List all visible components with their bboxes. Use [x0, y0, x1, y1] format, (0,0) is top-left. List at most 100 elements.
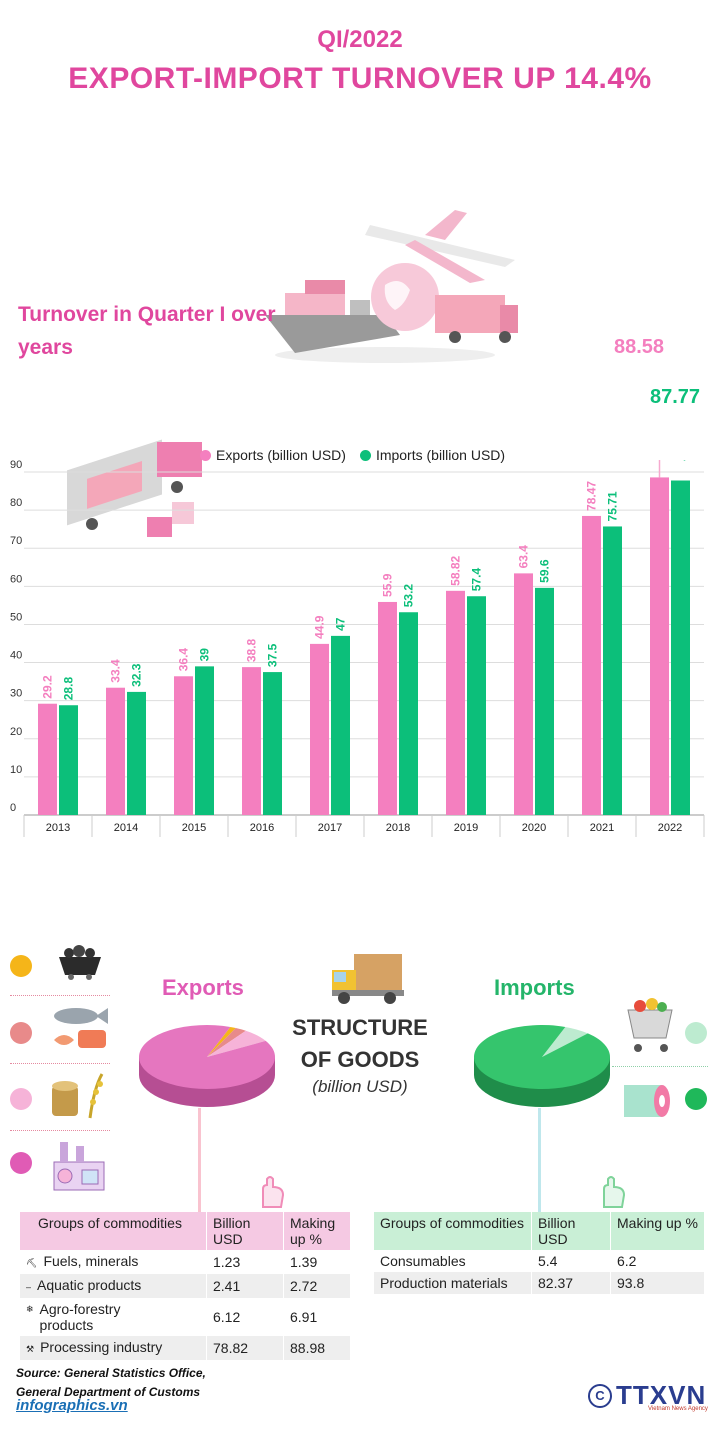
x-tick-label: 2018: [386, 822, 410, 834]
rice-icon: [52, 1073, 104, 1119]
row-pct: 6.2: [610, 1250, 704, 1272]
ship-icon: [265, 280, 400, 353]
imports-structure-pie: [474, 1025, 610, 1107]
callout-imports-2022: 87.77: [650, 386, 701, 408]
x-tick-label: 2022: [658, 822, 682, 834]
pointing-hand-icon: [262, 1176, 285, 1208]
exports-header-pct: Making up %: [283, 1212, 350, 1250]
row-group: Fuels, minerals: [43, 1253, 139, 1269]
fuel-color-dot: [10, 955, 32, 977]
bar-imports-2016: [263, 672, 282, 815]
bar-exports-2022: [650, 477, 669, 815]
ttxvn-logo-sub: Vietnam News Agency: [648, 1406, 708, 1412]
table-row: ❄ Agro-forestry products 6.12 6.91: [20, 1298, 350, 1336]
y-tick-label: 30: [10, 688, 22, 700]
exports-structure-pie: [139, 1025, 275, 1107]
imports-header-group: Groups of commodities: [374, 1212, 532, 1250]
x-tick-label: 2014: [114, 822, 138, 834]
headline: EXPORT-IMPORT TURNOVER UP 14.4%: [68, 62, 652, 95]
pie-slice: [207, 1028, 246, 1057]
data-label-exports: 63.4: [517, 545, 531, 569]
data-label-imports: 53.2: [402, 584, 416, 608]
data-label-exports: 58.82: [449, 555, 463, 585]
y-tick-label: 20: [10, 726, 22, 738]
agro-color-dot: [10, 1088, 32, 1110]
period-title: QI/2022: [317, 26, 403, 53]
x-tick-label: 2013: [46, 822, 70, 834]
data-label-imports: 47: [334, 617, 348, 631]
data-label-exports: 55.9: [381, 573, 395, 597]
data-label-imports: 32.3: [130, 663, 144, 687]
row-value: 5.4: [531, 1250, 611, 1272]
row-group: Aquatic products: [37, 1277, 142, 1293]
chart-legend: Exports (billion USD) Imports (billion U…: [200, 447, 513, 463]
structure-title: STRUCTURE OF GOODS: [250, 1012, 470, 1076]
exports-table: Groups of commodities Billion USD Making…: [20, 1212, 350, 1360]
section-title: Turnover in Quarter I over years: [18, 303, 276, 359]
structure-unit: (billion USD): [312, 1077, 408, 1096]
table-row: Consumables 5.4 6.2: [374, 1250, 704, 1272]
exports-header-value: Billion USD: [206, 1212, 284, 1250]
consumables-color-dot: [685, 1022, 707, 1044]
bar-exports-2018: [378, 601, 397, 815]
site-link[interactable]: infographics.vn: [16, 1397, 128, 1414]
bar-exports-2021: [582, 515, 601, 815]
legend-imports: Imports (billion USD): [359, 447, 505, 463]
bar-imports-2018: [399, 612, 418, 815]
container-truck-icon: [435, 295, 518, 343]
legend-exports: Exports (billion USD): [200, 447, 346, 463]
data-label-imports: 57.4: [470, 568, 484, 592]
pie-slice: [474, 1025, 610, 1089]
pie-slice: [542, 1026, 588, 1057]
fish-icon: –: [26, 1282, 32, 1292]
exports-header-group: Groups of commodities: [20, 1212, 207, 1250]
row-group: Consumables: [380, 1253, 466, 1269]
pie-slice: [207, 1030, 266, 1057]
row-value: 2.41: [206, 1274, 284, 1298]
factory-icon: ⚒: [26, 1344, 35, 1354]
coal-cart-icon: ⛏: [26, 1258, 38, 1268]
exports-table-header: Groups of commodities Billion USD Making…: [20, 1212, 350, 1250]
turnover-bar-chart: 0 10 20 30 40 50 60 70 80 90 29.2 28.8 2013 33.4 32.3 2…: [10, 460, 705, 837]
row-value: 82.37: [531, 1272, 611, 1294]
x-tick-label: 2016: [250, 822, 274, 834]
production-color-dot: [685, 1088, 707, 1110]
bar-exports-2014: [106, 687, 125, 815]
y-tick-label: 40: [10, 650, 22, 662]
source-note: Source: General Statistics Office, Gener…: [16, 1364, 206, 1402]
data-label-imports: 59.6: [538, 559, 552, 583]
imports-pie-label: Imports: [494, 975, 575, 1000]
trade-illustration: [265, 210, 518, 363]
imports-header-pct: Making up %: [610, 1212, 704, 1250]
bar-imports-2019: [467, 596, 486, 815]
data-label-exports: 78.47: [585, 481, 599, 511]
data-label-exports: 44.9: [313, 615, 327, 639]
row-pct: 2.72: [283, 1274, 350, 1298]
shopping-cart-icon: [627, 998, 673, 1052]
exports-pie-label: Exports: [162, 975, 244, 1000]
pointing-hand-icon: [603, 1176, 626, 1208]
source-line2: General Department of Customs: [16, 1385, 201, 1399]
y-tick-label: 50: [10, 611, 22, 623]
coal-cart-icon: [59, 945, 101, 980]
legend-exports-swatch: [200, 449, 211, 461]
data-label-exports: 29.2: [41, 675, 55, 699]
data-label-exports: 36.4: [177, 648, 191, 672]
imports-header-value: Billion USD: [531, 1212, 611, 1250]
y-tick-label: 90: [10, 460, 22, 471]
imports-pointer-line: [538, 1108, 541, 1213]
row-group: Agro-forestry products: [39, 1301, 121, 1333]
bar-exports-2013: [38, 703, 57, 815]
row-group: Processing industry: [40, 1339, 163, 1355]
row-group: Production materials: [374, 1272, 532, 1294]
pie-slice: [139, 1025, 275, 1089]
data-label-imports: 37.5: [266, 643, 280, 667]
bar-imports-2021: [603, 526, 622, 815]
x-tick-label: 2020: [522, 822, 546, 834]
y-tick-label: 10: [10, 764, 22, 776]
bar-imports-2017: [331, 635, 350, 815]
aquatic-color-dot: [10, 1022, 32, 1044]
imports-table: Groups of commodities Billion USD Making…: [374, 1212, 704, 1294]
row-value: 1.23: [206, 1250, 284, 1274]
factory-icon: [53, 1142, 105, 1191]
